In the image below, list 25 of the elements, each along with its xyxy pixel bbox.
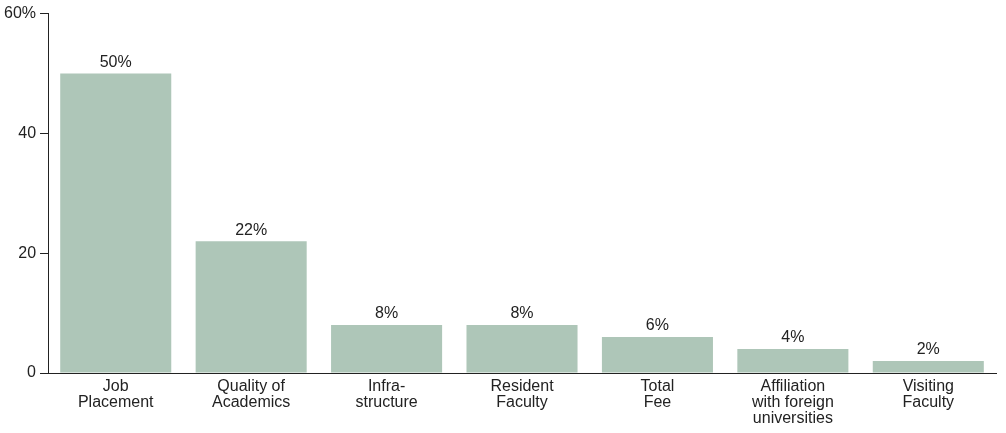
bar — [466, 325, 578, 373]
x-tick-label: Infra- structure — [355, 377, 418, 411]
bar — [737, 349, 849, 373]
bar — [331, 325, 443, 373]
y-tick-label: 40 — [18, 123, 37, 141]
y-tick-label: 20 — [18, 243, 37, 261]
bar — [872, 361, 984, 373]
bar — [195, 241, 307, 373]
x-tick-label: Job Placement — [77, 377, 155, 411]
data-label: 4% — [781, 328, 805, 346]
x-tick-label: Resident Faculty — [490, 377, 555, 411]
data-label: 6% — [645, 316, 669, 334]
bar — [60, 73, 172, 373]
data-label: 8% — [375, 304, 399, 322]
x-tick-label: Visiting Faculty — [902, 377, 955, 411]
y-tick-label: 60% — [3, 4, 37, 22]
data-label: 22% — [235, 220, 268, 238]
data-label: 8% — [510, 304, 534, 322]
data-label: 2% — [916, 340, 940, 358]
x-tick-label: Total Fee — [640, 377, 675, 411]
data-label: 50% — [99, 52, 132, 70]
x-tick-label: Quality of Academics — [212, 377, 291, 411]
bar — [601, 337, 713, 373]
x-tick-label: Affiliation with foreign universities — [750, 377, 834, 427]
y-tick-label: 0 — [27, 363, 37, 381]
